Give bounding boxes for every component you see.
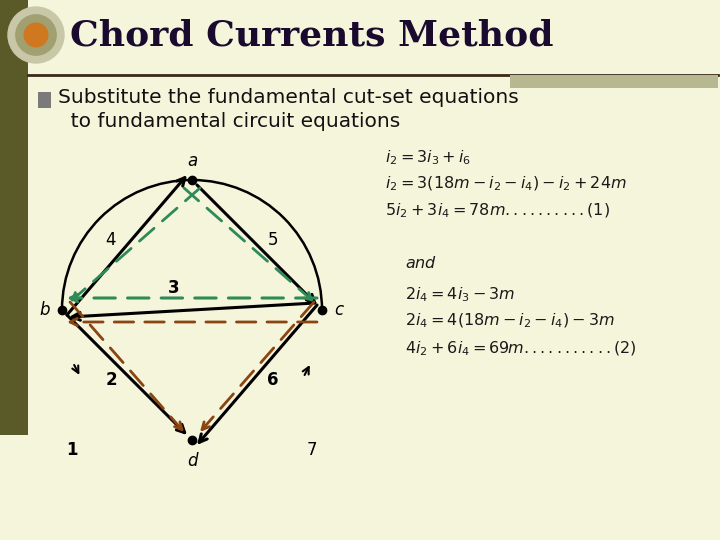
- Text: Substitute the fundamental cut-set equations: Substitute the fundamental cut-set equat…: [58, 88, 518, 107]
- Circle shape: [16, 15, 56, 55]
- Text: $2i_4 = 4\left(18m - i_2 - i_4\right) - 3m$: $2i_4 = 4\left(18m - i_2 - i_4\right) - …: [405, 312, 615, 330]
- Text: to fundamental circuit equations: to fundamental circuit equations: [58, 112, 400, 131]
- Text: $and$: $and$: [405, 255, 437, 271]
- Text: $i_2 = 3\left(18m - i_2 - i_4\right) - i_2 + 24m$: $i_2 = 3\left(18m - i_2 - i_4\right) - i…: [385, 175, 626, 193]
- Text: d: d: [186, 452, 197, 470]
- Text: $i_2 = 3i_3 + i_6$: $i_2 = 3i_3 + i_6$: [385, 148, 472, 167]
- Text: $4i_2 + 6i_4 = 69m...........(2)$: $4i_2 + 6i_4 = 69m...........(2)$: [405, 340, 636, 359]
- Circle shape: [24, 23, 48, 47]
- Text: 7: 7: [307, 441, 318, 459]
- FancyArrowPatch shape: [72, 188, 200, 300]
- Text: $5i_2 + 3i_4 = 78m..........(1)$: $5i_2 + 3i_4 = 78m..........(1)$: [385, 202, 610, 220]
- Text: $2i_4 = 4i_3 - 3m$: $2i_4 = 4i_3 - 3m$: [405, 285, 515, 303]
- FancyArrowPatch shape: [70, 302, 182, 430]
- Text: c: c: [334, 301, 343, 319]
- Text: 1: 1: [66, 441, 78, 459]
- Text: 4: 4: [106, 231, 116, 249]
- Text: 3: 3: [168, 279, 180, 297]
- FancyArrowPatch shape: [71, 294, 317, 302]
- Bar: [38, 92, 51, 108]
- FancyArrowPatch shape: [70, 319, 317, 326]
- Text: 6: 6: [267, 371, 279, 389]
- Bar: [510, 75, 718, 88]
- Text: a: a: [187, 152, 197, 170]
- Text: 5: 5: [268, 231, 278, 249]
- FancyArrowPatch shape: [184, 188, 312, 300]
- Circle shape: [8, 7, 64, 63]
- FancyArrowPatch shape: [202, 302, 314, 430]
- Bar: [0, 0, 28, 435]
- Text: 2: 2: [105, 371, 117, 389]
- Text: b: b: [40, 301, 50, 319]
- Text: Chord Currents Method: Chord Currents Method: [70, 18, 554, 52]
